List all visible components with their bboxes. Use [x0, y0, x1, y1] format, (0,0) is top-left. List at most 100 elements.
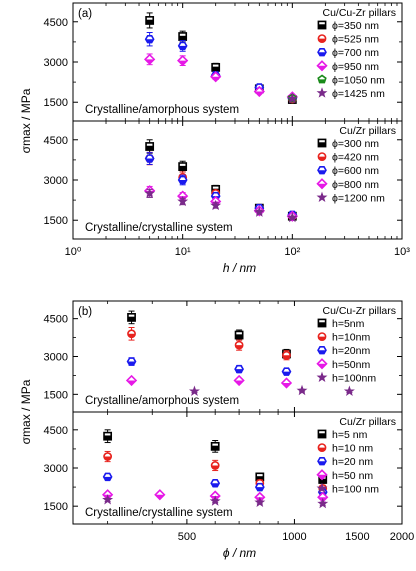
legend-label: h=100 nm [332, 483, 379, 495]
legend-label: h=5nm [332, 318, 365, 330]
data-point-fill [254, 91, 264, 96]
data-point-fill [179, 45, 187, 50]
data-point-fill [235, 334, 243, 339]
legend-marker-fill [318, 79, 326, 83]
data-point-fill [282, 371, 291, 376]
x-tick-label: 1000 [282, 531, 306, 543]
legend-label: ϕ=525 nm [332, 34, 379, 46]
series-3 [125, 374, 293, 389]
legend-marker-fill [318, 156, 326, 161]
series-2 [144, 32, 298, 103]
x-tick-label: 10¹ [175, 246, 191, 258]
data-point-fill [104, 456, 112, 461]
y-tick-label: 1500 [44, 97, 68, 109]
legend-marker-fill [318, 24, 326, 29]
data-point [296, 384, 308, 396]
legend-label: h=50nm [332, 359, 370, 371]
series-1 [145, 151, 297, 221]
data-point [188, 385, 200, 396]
series-0 [103, 429, 328, 484]
data-point-fill [211, 445, 219, 450]
legend-label: h=100nm [332, 372, 376, 384]
data-point [144, 187, 156, 199]
data-point-fill [104, 435, 112, 440]
legend-marker-fill [318, 461, 326, 465]
x-tick-label: 10³ [394, 246, 410, 258]
x-tick-label: 10² [284, 246, 300, 258]
legend-label: h=20nm [332, 345, 370, 357]
data-point [177, 195, 189, 207]
series-3 [144, 53, 298, 103]
data-point-fill [319, 478, 327, 484]
legend-marker-fill [317, 474, 327, 480]
legend-label: h=10nm [332, 332, 370, 344]
legend-marker-fill [317, 183, 327, 189]
legend-marker [316, 371, 328, 383]
y-tick-label: 3000 [44, 57, 68, 69]
legend-title: Cu/Zr pillars [339, 416, 396, 428]
legend-marker-fill [318, 52, 326, 56]
y-tick-label: 4500 [44, 425, 68, 437]
data-point-fill [146, 19, 154, 25]
data-point-fill [281, 382, 291, 388]
data-point-fill [146, 145, 154, 151]
data-point-fill [127, 316, 136, 321]
legend-label: ϕ=950 nm [332, 61, 379, 73]
y-tick-label: 1500 [44, 215, 68, 227]
data-point-fill [155, 494, 165, 500]
legend-marker [316, 482, 328, 494]
data-point [253, 206, 265, 217]
data-point-fill [145, 59, 155, 64]
series-4 [144, 187, 298, 223]
data-point-fill [235, 369, 243, 373]
legend-label: ϕ=350 nm [332, 20, 379, 32]
data-point-fill [211, 465, 219, 470]
data-point-fill [212, 66, 220, 71]
data-point-fill [179, 180, 187, 184]
data-point-fill [127, 333, 136, 338]
data-point-fill [178, 60, 188, 66]
data-point-fill [127, 380, 137, 385]
legend-label: h=20 nm [332, 456, 373, 468]
data-point-fill [146, 158, 154, 162]
x-tick-label: 1500 [345, 531, 369, 543]
system-label: Crystalline/crystalline system [85, 507, 233, 519]
legend-label: h=50 nm [332, 470, 373, 482]
system-label: Crystalline/amorphous system [85, 104, 239, 116]
legend-marker-fill [318, 433, 326, 438]
system-label: Crystalline/crystalline system [85, 222, 233, 234]
series-4 [188, 384, 355, 396]
legend-label: h=5 nm [332, 429, 368, 441]
system-label: Crystalline/amorphous system [85, 395, 239, 407]
y-tick-label: 4500 [44, 17, 68, 29]
data-point [286, 92, 298, 104]
data-point-fill [256, 476, 264, 481]
series-0 [127, 310, 291, 360]
panel-label: (b) [78, 306, 92, 318]
series-0 [145, 139, 297, 221]
series-3 [144, 185, 298, 222]
legend-title: Cu/Zr pillars [339, 125, 396, 137]
data-point [317, 497, 329, 509]
y-axis-label: σmax / MPa [19, 88, 33, 153]
legend-marker [316, 191, 328, 203]
x-tick-label: 2000 [390, 531, 414, 543]
data-point [343, 385, 355, 396]
legend-marker [316, 87, 328, 98]
series-0 [145, 12, 297, 104]
y-tick-label: 4500 [44, 314, 68, 326]
data-point [286, 211, 298, 223]
legend-label: ϕ=700 nm [332, 47, 379, 59]
data-point-fill [282, 355, 291, 359]
legend-label: ϕ=1050 nm [332, 74, 385, 86]
x-axis-label: h / nm [223, 261, 256, 275]
legend-marker-fill [317, 65, 327, 71]
series-4 [102, 494, 329, 509]
legend-title: Cu/Cu-Zr pillars [322, 305, 396, 317]
x-tick-label: 10⁰ [65, 246, 82, 258]
y-tick-label: 4500 [44, 135, 68, 147]
